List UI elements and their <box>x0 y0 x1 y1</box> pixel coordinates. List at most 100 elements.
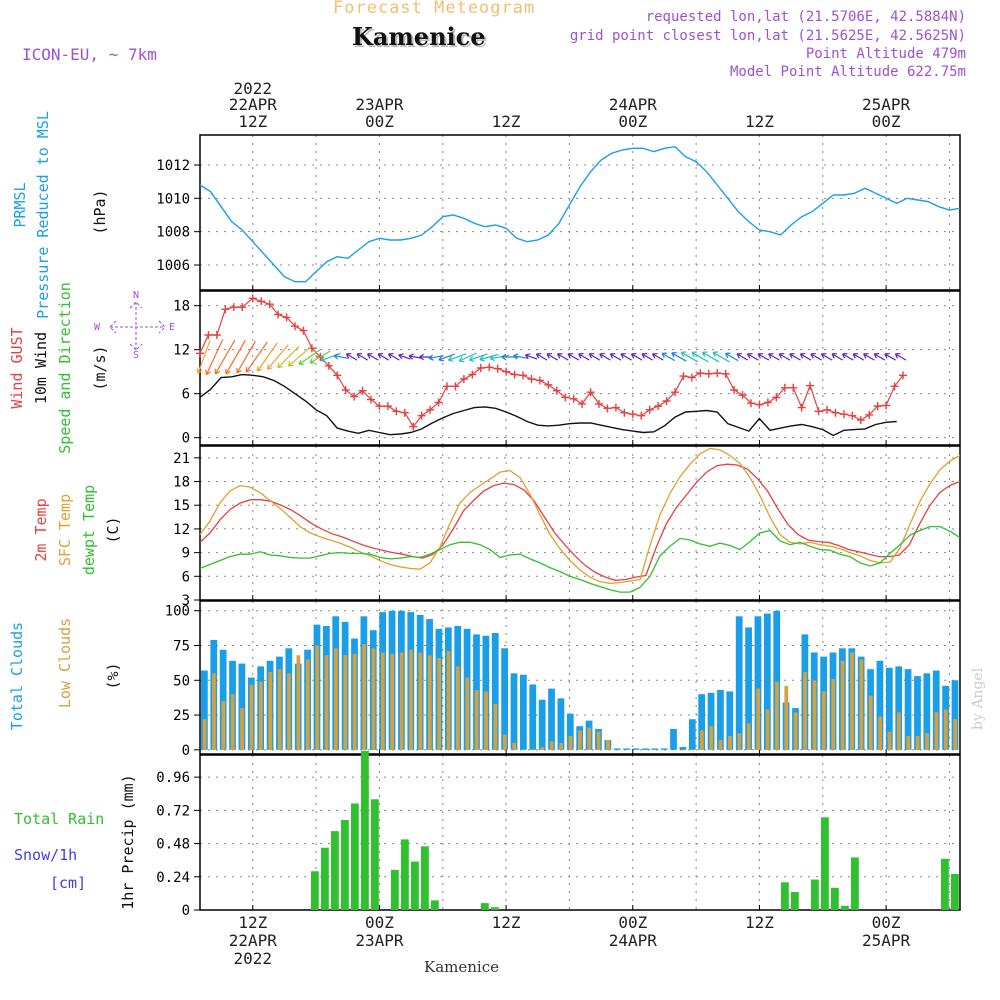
low-cloud-bar <box>258 681 263 750</box>
gust-marker <box>611 403 620 412</box>
total-cloud-bar <box>201 670 208 750</box>
top-axis-date: 25APR <box>862 95 911 114</box>
low-cloud-bar <box>315 645 320 750</box>
low-cloud-bar <box>418 652 423 750</box>
gust-marker <box>443 382 451 391</box>
gust-marker <box>552 386 561 395</box>
panel-frame <box>199 134 961 291</box>
wind-direction-arrow <box>214 339 236 375</box>
low-cloud-bar <box>859 659 864 750</box>
total-cloud-bar <box>914 676 921 750</box>
low-cloud-bar <box>221 701 226 750</box>
precip-bar <box>781 882 789 910</box>
wind-direction-arrow <box>620 353 632 361</box>
y-tick-label: 6 <box>182 387 190 403</box>
low-cloud-bar <box>343 655 348 750</box>
low-cloud-bar <box>784 685 789 750</box>
gust-marker <box>238 303 247 312</box>
wind-direction-arrow <box>778 353 791 361</box>
precip-bar <box>421 846 429 910</box>
low-cloud-bar <box>587 727 592 750</box>
pressure-label-unit: (hPa) <box>91 189 109 234</box>
gust-marker <box>265 300 274 309</box>
low-cloud-bar <box>502 734 507 750</box>
precip-label-rain: Total Rain <box>14 810 104 828</box>
gust-marker <box>502 367 511 376</box>
wind-direction-arrow <box>578 353 590 361</box>
wind-direction-arrow <box>831 353 844 361</box>
panel-frame <box>199 445 961 601</box>
gust-marker <box>780 383 789 392</box>
gust-marker <box>721 369 730 378</box>
compass-arrows <box>109 301 166 351</box>
low-cloud-bar <box>850 652 854 750</box>
gust-marker <box>476 364 485 372</box>
total-cloud-bar <box>557 698 565 750</box>
wind-direction-arrow <box>768 353 780 361</box>
bottom-axis-hour: 00Z <box>618 913 647 932</box>
y-tick-label: 1006 <box>156 258 190 274</box>
gust-marker <box>595 399 603 408</box>
y-tick-label: 0 <box>182 903 190 919</box>
total-cloud-bar <box>698 694 706 750</box>
precip-bar <box>491 907 499 910</box>
gust-marker <box>704 369 713 378</box>
y-tick-label: 15 <box>173 498 190 514</box>
requested-coords: requested lon,lat (21.5706E, 42.5884N) <box>645 9 966 25</box>
precip-bar <box>831 887 839 910</box>
total-cloud-bar <box>501 648 509 750</box>
total-cloud-bar <box>726 691 734 750</box>
bottom-axis-hour: 12Z <box>745 913 774 932</box>
precip-bar <box>361 750 369 910</box>
total-cloud-bar <box>529 684 537 750</box>
low-cloud-bar <box>202 719 207 750</box>
low-cloud-bar <box>568 735 573 750</box>
gust-marker <box>856 416 865 425</box>
wind-direction-arrow <box>641 353 654 361</box>
wind-direction-arrow <box>556 353 569 361</box>
low-cloud-bar <box>212 673 216 750</box>
wind-direction-arrow <box>789 353 801 361</box>
wind-direction-arrow <box>277 345 300 369</box>
gust-marker <box>392 407 401 416</box>
gust-marker <box>299 326 308 335</box>
gust-line <box>199 297 904 428</box>
wind-direction-arrow <box>546 353 559 361</box>
gust-marker <box>350 392 359 401</box>
total-cloud-bar <box>491 632 499 750</box>
top-axis-date: 24APR <box>609 95 658 114</box>
model-name: ICON-EU, ~ 7km <box>22 45 157 64</box>
wind-direction-arrow <box>408 353 422 360</box>
bottom-axis-year: 2022 <box>234 949 273 968</box>
low-cloud-bar <box>230 694 235 750</box>
wind-direction-arrow <box>366 353 379 361</box>
gust-marker <box>527 375 536 383</box>
wind-direction-arrow <box>661 352 676 362</box>
wind-direction-arrow <box>852 353 865 361</box>
low-cloud-bar <box>549 741 554 750</box>
y-tick-label: 9 <box>182 546 190 562</box>
gust-marker <box>485 363 494 372</box>
gust-marker <box>578 399 587 408</box>
total-cloud-bar <box>548 688 555 750</box>
y-tick-label: 100 <box>165 604 190 620</box>
gust-marker <box>333 371 342 380</box>
gust-marker <box>409 422 418 431</box>
wind-direction-arrow <box>266 344 289 370</box>
y-tick-label: 1010 <box>156 191 190 207</box>
top-axis-hour: 12Z <box>745 112 774 131</box>
gust-marker <box>274 310 283 319</box>
top-axis-date: 23APR <box>355 95 404 114</box>
wind-direction-arrow <box>535 353 548 361</box>
total-cloud-bar <box>932 670 940 750</box>
panel-pressure: 1006 1008 1010 1012 <box>156 134 961 291</box>
low-cloud-bar <box>906 735 911 750</box>
low-cloud-bar <box>559 742 563 750</box>
panel-precip: 0 0.24 0.48 0.72 0.96 <box>156 754 961 919</box>
precip-ylabel: 1hr Precip (mm) <box>119 774 137 909</box>
total-cloud-bar <box>885 667 893 750</box>
gust-marker <box>654 402 663 411</box>
y-tick-label: 25 <box>173 708 190 724</box>
gust-marker <box>747 399 755 408</box>
